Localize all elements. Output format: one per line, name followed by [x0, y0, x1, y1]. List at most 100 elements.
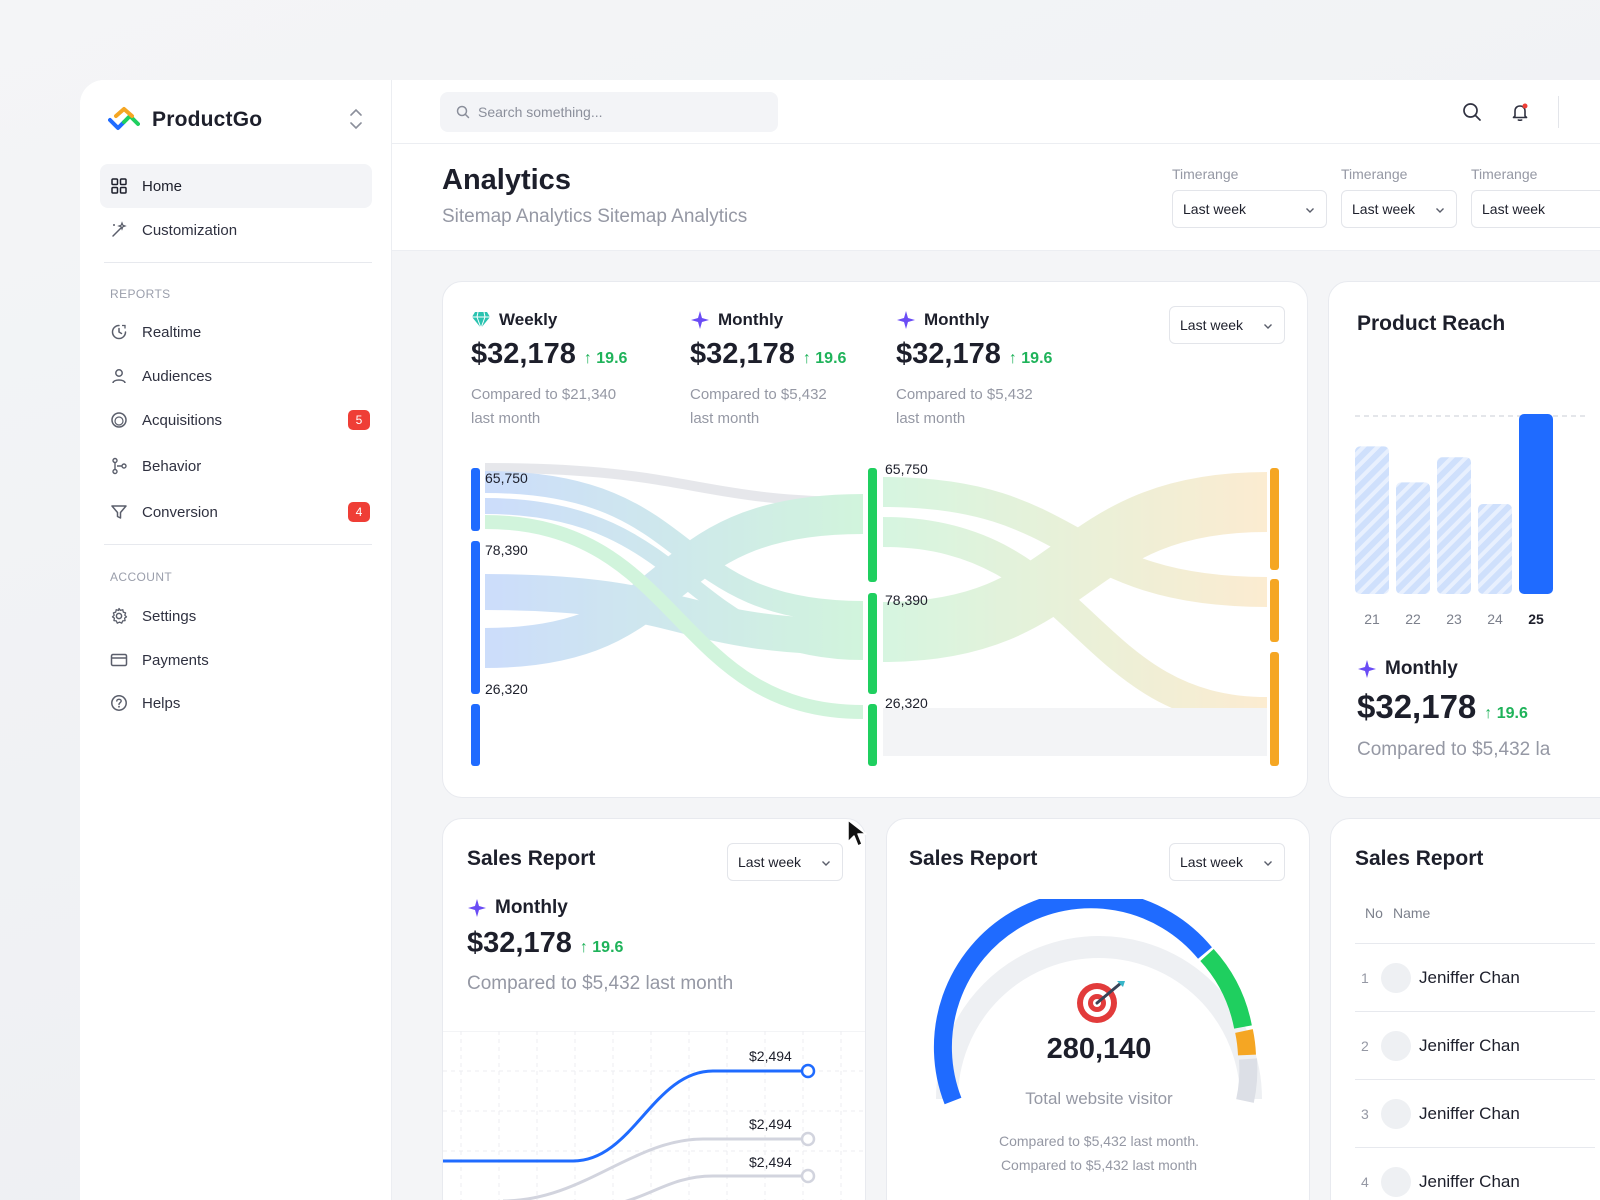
gauge-compare: Compared to $5,432 last month. — [998, 1133, 1199, 1149]
kpi-value: $32,178 — [471, 338, 576, 370]
column-header-no: No — [1365, 905, 1383, 921]
bar-23[interactable] — [1437, 457, 1471, 594]
kpi-delta-value: 19.6 — [592, 939, 624, 956]
sankey-chart: 65,750 78,390 26,320 65,750 78,390 26,32… — [471, 462, 1279, 766]
sidebar-item-label: Home — [142, 177, 183, 195]
card-title: Sales Report — [1355, 847, 1484, 870]
sidebar-item-label: Settings — [142, 607, 197, 625]
gauge-segment-empty — [1236, 1058, 1258, 1103]
bar-21[interactable] — [1355, 446, 1389, 594]
sidebar-item-payments[interactable]: Payments — [100, 638, 372, 682]
sankey-node — [1270, 468, 1279, 570]
search-box[interactable] — [440, 92, 778, 132]
overview-range-select[interactable]: Last week — [1169, 306, 1285, 344]
line-point[interactable] — [800, 1131, 816, 1147]
line-point[interactable] — [800, 1063, 816, 1079]
diamond-icon — [472, 311, 490, 329]
sidebar-item-acquisitions[interactable]: Acquisitions 5 — [100, 398, 372, 442]
bar-22[interactable] — [1396, 482, 1430, 594]
kpi-value: $32,178 — [1357, 688, 1477, 725]
sidebar-item-customization[interactable]: Customization — [100, 208, 372, 252]
card-title: Product Reach — [1357, 312, 1506, 335]
table-row[interactable]: 3 Jeniffer Chan — [1355, 1079, 1595, 1147]
workspace-switch-icon[interactable] — [348, 106, 364, 132]
sidebar-item-label: Realtime — [142, 323, 202, 341]
sparkle-icon — [468, 899, 486, 917]
notification-bell-icon[interactable] — [1508, 100, 1532, 124]
kpi-monthly: Monthly $32,178 ↑ 19.6 Compared to $5,43… — [896, 310, 1052, 431]
product-reach-kpi: Monthly $32,178 ↑ 19.6 Compared to $5,43… — [1357, 658, 1550, 762]
sankey-label: 26,320 — [885, 695, 928, 711]
kpi-compare: Compared to $21,340 — [471, 386, 617, 403]
bar-24[interactable] — [1478, 504, 1512, 594]
timerange-select[interactable]: Last week — [1341, 190, 1457, 228]
sankey-link — [882, 517, 1268, 727]
visitor-gauge — [933, 899, 1262, 1105]
sidebar-item-label: Helps — [142, 694, 181, 712]
sidebar-item-helps[interactable]: Helps — [100, 681, 372, 725]
select-value: Last week — [1180, 854, 1244, 870]
gauge-segment-blue — [933, 899, 1212, 1105]
kpi-delta: ↑ 19.6 — [802, 350, 847, 367]
kpi-title: Monthly — [1385, 658, 1458, 679]
topbar-divider — [1558, 96, 1559, 128]
gauge-compare: Compared to $5,432 last month — [1000, 1157, 1198, 1173]
sidebar-item-settings[interactable]: Settings — [100, 594, 372, 638]
mouse-cursor-icon — [847, 819, 867, 847]
row-number: 4 — [1361, 1173, 1369, 1190]
sidebar-item-home[interactable]: Home — [100, 164, 372, 208]
kpi-delta: ↑ 19.6 — [1008, 350, 1053, 367]
kpi-delta-value: 19.6 — [596, 350, 628, 367]
sidebar-item-conversion[interactable]: Conversion 4 — [100, 490, 372, 534]
sidebar-item-realtime[interactable]: Realtime — [100, 310, 372, 354]
timerange-label: Timerange — [1471, 166, 1538, 182]
sidebar-item-behavior[interactable]: Behavior — [100, 444, 372, 488]
avatar — [1381, 962, 1411, 993]
row-number: 2 — [1361, 1037, 1369, 1054]
sales-report-card-3: Sales Report No Name 1 Jeniffer Chan 2 J… — [1330, 818, 1600, 1200]
page-subtitle: Sitemap Analytics Sitemap Analytics — [442, 206, 748, 227]
sidebar-divider — [104, 262, 372, 263]
select-value: Last week — [1352, 201, 1416, 217]
gauge-label: Total website visitor — [1025, 1089, 1173, 1108]
kpi-compare: Compared to $5,432 — [896, 386, 1033, 403]
table-row[interactable]: 4 Jeniffer Chan — [1355, 1147, 1595, 1200]
main-content: Weekly $32,178 ↑ 19.6 Compared to $21,34… — [392, 251, 1600, 1200]
data-label: $2,494 — [749, 1154, 792, 1170]
sankey-link — [484, 515, 864, 719]
flow-icon — [110, 457, 128, 475]
sankey-node — [868, 704, 877, 766]
select-value: Last week — [738, 854, 802, 870]
help-icon — [110, 694, 128, 712]
brand[interactable]: ProductGo — [108, 106, 262, 134]
x-tick-label: 22 — [1405, 611, 1421, 627]
timerange-select[interactable]: Last week — [1471, 190, 1600, 228]
row-name: Jeniffer Chan — [1419, 1103, 1520, 1123]
gauge-segment-orange — [1235, 1029, 1256, 1056]
search-icon — [456, 105, 470, 119]
table-row[interactable]: 2 Jeniffer Chan — [1355, 1011, 1595, 1079]
sales-report-range-select[interactable]: Last week — [1169, 843, 1285, 881]
sidebar-item-audiences[interactable]: Audiences — [100, 354, 372, 398]
sidebar-item-label: Behavior — [142, 457, 202, 475]
sales-report-range-select[interactable]: Last week — [727, 843, 843, 881]
chevron-down-icon — [822, 861, 830, 866]
x-tick-label: 25 — [1528, 611, 1544, 627]
line-point[interactable] — [800, 1168, 816, 1184]
magic-wand-icon — [110, 221, 128, 239]
avatar — [1381, 1166, 1411, 1197]
account-section-label: ACCOUNT — [110, 570, 173, 584]
search-input[interactable] — [478, 104, 758, 120]
sankey-link — [484, 494, 864, 668]
global-search-icon[interactable] — [1460, 100, 1484, 124]
realtime-icon — [110, 323, 128, 341]
sankey-label: 26,320 — [485, 681, 528, 697]
bar-25[interactable] — [1519, 414, 1553, 594]
kpi-title: Monthly — [495, 897, 568, 918]
acquisitions-badge: 5 — [348, 410, 370, 430]
sankey-links-left — [484, 463, 864, 757]
sankey-node — [1270, 652, 1279, 766]
kpi-compare: Compared to $5,432 last month — [467, 973, 734, 994]
timerange-select[interactable]: Last week — [1172, 190, 1327, 228]
table-row[interactable]: 1 Jeniffer Chan — [1355, 943, 1595, 1011]
